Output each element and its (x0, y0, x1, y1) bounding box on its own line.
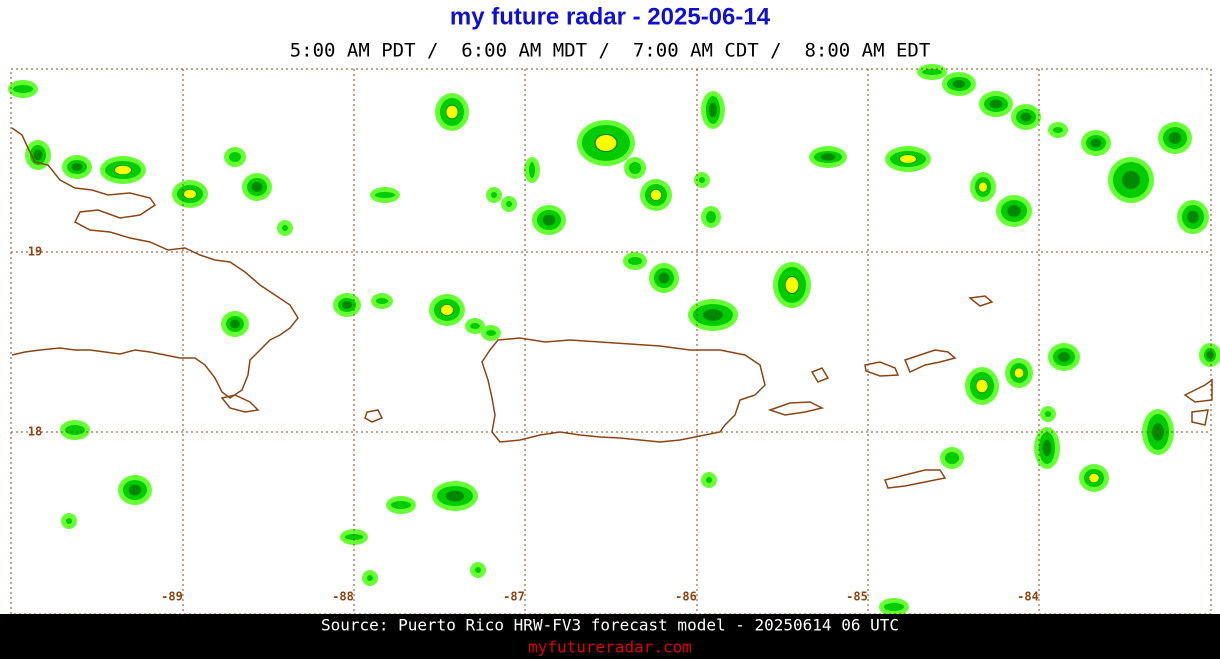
echo-intense (1014, 368, 1024, 378)
echo-heavy (33, 149, 43, 161)
echo-heavy (1020, 112, 1032, 122)
echo-intense (976, 379, 988, 393)
lon-label: -86 (675, 590, 697, 604)
site-link[interactable]: myfutureradar.com (528, 638, 692, 657)
echo-moderate (491, 192, 497, 198)
coastline (11, 127, 299, 399)
echo-moderate (66, 518, 72, 524)
echo-heavy (251, 182, 263, 192)
echo-moderate (282, 225, 288, 231)
echo-moderate (486, 330, 496, 336)
echo-moderate (699, 177, 705, 183)
echo-moderate (706, 211, 716, 223)
echo-moderate (470, 323, 480, 329)
echo-intense (595, 135, 617, 151)
echo-heavy (342, 300, 352, 310)
echo-heavy (1090, 138, 1102, 148)
echo-moderate (345, 534, 363, 540)
echo-moderate (367, 575, 373, 581)
echo-heavy (128, 484, 142, 496)
coastline (810, 295, 1213, 489)
echo-moderate (706, 477, 712, 483)
echo-intense (900, 155, 916, 163)
echo-moderate (945, 452, 959, 464)
echo-heavy (703, 309, 723, 321)
echo-heavy (71, 162, 83, 172)
echo-heavy (708, 102, 718, 118)
echo-heavy (230, 319, 240, 329)
echo-heavy (1206, 350, 1214, 360)
source-text: Source: Puerto Rico HRW-FV3 forecast mod… (321, 616, 899, 635)
echo-heavy (542, 214, 556, 226)
echo-heavy (1187, 210, 1199, 224)
echo-heavy (1042, 439, 1052, 457)
coastlines (11, 127, 1213, 489)
echo-moderate (506, 201, 512, 207)
echo-moderate (629, 162, 641, 174)
lon-label: -89 (161, 590, 183, 604)
echo-intense (441, 304, 453, 316)
subtitle: 5:00 AM PDT / 6:00 AM MDT / 7:00 AM CDT … (290, 40, 931, 62)
echo-moderate (529, 162, 535, 178)
coastline (220, 394, 260, 413)
echo-heavy (1122, 171, 1140, 189)
echo-intense (115, 165, 131, 175)
echo-moderate (628, 257, 642, 265)
echo-heavy (989, 99, 1003, 109)
echo-intense (785, 277, 799, 293)
echo-intense (1089, 473, 1099, 483)
echo-moderate (376, 298, 388, 304)
echo-moderate (13, 85, 33, 93)
echo-moderate (391, 501, 411, 509)
echo-intense (184, 189, 196, 199)
lat-label: 18 (28, 425, 42, 439)
echo-moderate (375, 192, 395, 198)
echo-heavy (952, 79, 966, 89)
lon-label: -84 (1017, 590, 1039, 604)
echo-heavy (1007, 205, 1021, 217)
echo-intense (979, 182, 987, 192)
lat-label: 19 (28, 245, 42, 259)
echo-intense (446, 105, 458, 119)
echo-moderate (1053, 127, 1063, 133)
echo-heavy (658, 272, 670, 284)
echo-moderate (922, 69, 942, 75)
echo-heavy (820, 153, 836, 161)
echo-moderate (229, 152, 241, 162)
echo-intense (650, 189, 662, 201)
lon-label: -85 (846, 590, 868, 604)
lon-label: -87 (503, 590, 525, 604)
coastline (481, 337, 766, 443)
echo-heavy (1168, 132, 1182, 144)
footer-bar (0, 614, 1220, 659)
radar-echoes (8, 64, 1220, 616)
echo-heavy (1058, 352, 1070, 362)
echo-moderate (1045, 411, 1051, 417)
echo-heavy (446, 490, 464, 502)
coastline (364, 409, 384, 423)
lon-label: -88 (332, 590, 354, 604)
echo-moderate (65, 425, 85, 435)
echo-moderate (884, 603, 904, 611)
title: my future radar - 2025-06-14 (450, 3, 771, 30)
coastline (767, 401, 825, 416)
echo-moderate (475, 567, 481, 573)
